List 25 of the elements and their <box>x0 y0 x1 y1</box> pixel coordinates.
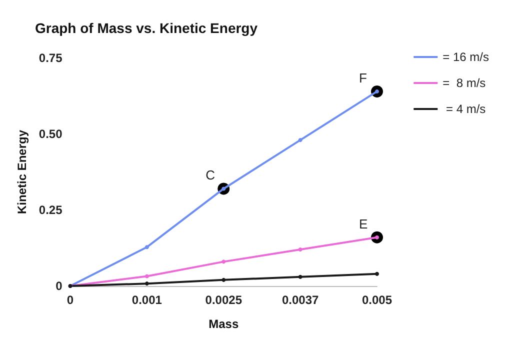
point <box>375 272 379 276</box>
x-axis-title: Mass <box>208 317 239 331</box>
point <box>144 274 149 278</box>
y-axis-title: Kinetic Energy <box>15 130 29 214</box>
y-tick-label: 0 <box>56 279 63 293</box>
x-tick-label: 0.005 <box>362 293 392 307</box>
legend-label: = 4 m/s <box>442 102 486 116</box>
annotation: C <box>206 168 216 183</box>
y-tick-label: 0.75 <box>38 51 63 65</box>
point <box>298 248 302 252</box>
y-tick-label: 0.50 <box>38 127 63 141</box>
point <box>222 260 226 264</box>
legend-label: = 8 m/s <box>442 76 486 90</box>
annotation: F <box>359 70 367 86</box>
x-tick-label: 0 <box>66 293 74 307</box>
x-tick-label: 0.001 <box>132 293 162 307</box>
x-tick-label: 0.0025 <box>205 293 242 307</box>
legend-label: = 16 m/s <box>442 50 490 64</box>
annotation: E <box>359 216 368 232</box>
x-tick-label: 0.0037 <box>282 293 319 307</box>
point <box>222 278 226 282</box>
point <box>144 282 149 286</box>
y-tick-label: 0.25 <box>38 203 63 217</box>
chart-title: Graph of Mass vs. Kinetic Energy <box>35 20 258 36</box>
point <box>298 274 302 279</box>
